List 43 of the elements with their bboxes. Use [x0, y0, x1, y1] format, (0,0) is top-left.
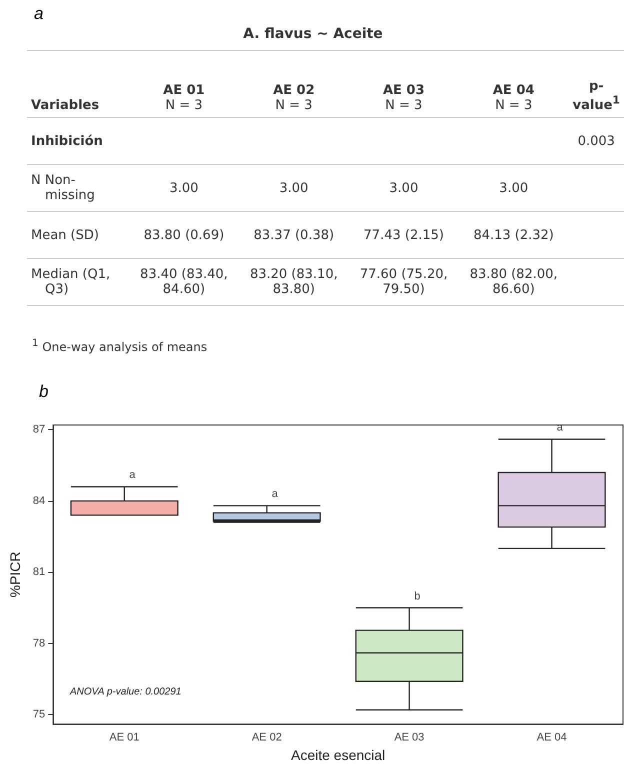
category-label: AE 02 N = 3	[238, 50, 349, 118]
text: a	[34, 4, 44, 24]
y-axis-title: %PICR	[7, 552, 23, 598]
x-tick-label: AE 02	[252, 732, 282, 744]
y-tick-label: 87	[32, 424, 46, 436]
text: Inhibición	[31, 134, 103, 148]
x-axis-title: Aceite esencial	[290, 747, 386, 763]
chart-title: b	[39, 382, 48, 401]
text: 83.80 (0.69)	[144, 228, 224, 242]
text: 83.37 (0.38)	[254, 228, 334, 242]
annotation: b	[414, 590, 420, 602]
x-tick-label: AE 03	[394, 732, 424, 744]
text: $^{1}$ One-way analysis of means	[32, 338, 208, 354]
y-tick-label: 81	[32, 566, 46, 578]
category-label: AE 03 N = 3	[348, 50, 459, 118]
x-tick-label: AE 01	[109, 732, 140, 744]
text: 83.20 (83.10, 83.80)	[250, 267, 338, 297]
annotation: ANOVA p-value: 0.00291	[69, 686, 182, 698]
text: 3.00	[169, 180, 198, 196]
text: 3.00	[389, 180, 418, 196]
category-label: AE 01 N = 3	[128, 50, 239, 118]
category-label: p- value$^{1}$	[572, 78, 620, 113]
category-label: Variables	[31, 98, 100, 113]
text: 83.80 (82.00, 86.60)	[470, 267, 558, 297]
annotation: a	[129, 469, 136, 482]
text: 0.003	[578, 134, 615, 148]
text: 84.13 (2.32)	[473, 228, 554, 242]
text: Mean (SD)	[31, 228, 99, 242]
y-tick-label: 78	[32, 637, 46, 650]
text: Median (Q1, Q3)	[31, 267, 110, 297]
text: A. flavus ~ Aceite	[242, 26, 384, 42]
annotation: a	[272, 488, 279, 500]
text: 3.00	[279, 180, 308, 196]
text: 3.00	[499, 180, 528, 196]
text: N Non-missing	[31, 173, 95, 203]
text: 77.43 (2.15)	[364, 228, 444, 242]
x-tick-label: AE 04	[536, 732, 567, 744]
category-label: AE 04 N = 3	[458, 50, 569, 118]
text: 83.40 (83.40, 84.60)	[140, 267, 228, 297]
annotation: a	[556, 422, 564, 434]
text: 77.60 (75.20, 79.50)	[360, 267, 448, 297]
y-tick-label: 84	[32, 494, 46, 507]
y-tick-label: 75	[32, 708, 46, 721]
